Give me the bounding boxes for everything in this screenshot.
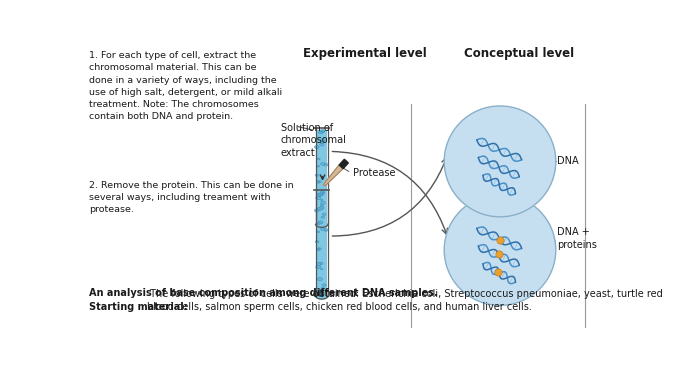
Text: 2. Remove the protein. This can be done in
several ways, including treament with: 2. Remove the protein. This can be done … — [89, 180, 294, 214]
Ellipse shape — [317, 158, 320, 160]
Ellipse shape — [321, 216, 324, 218]
Ellipse shape — [320, 262, 323, 264]
Point — [493, 251, 504, 257]
Ellipse shape — [317, 223, 320, 224]
Polygon shape — [339, 159, 348, 168]
Ellipse shape — [317, 165, 320, 167]
Ellipse shape — [318, 180, 321, 183]
Ellipse shape — [444, 106, 556, 217]
Ellipse shape — [318, 221, 323, 224]
Ellipse shape — [320, 268, 323, 270]
Ellipse shape — [314, 146, 319, 149]
Text: Protease: Protease — [352, 168, 395, 178]
Text: An analysis of base composition among different DNA samples.: An analysis of base composition among di… — [89, 288, 438, 298]
Ellipse shape — [320, 199, 323, 201]
Ellipse shape — [320, 206, 324, 209]
Ellipse shape — [320, 129, 324, 133]
Polygon shape — [316, 130, 327, 224]
Ellipse shape — [322, 193, 324, 194]
Point — [492, 268, 503, 274]
Ellipse shape — [320, 194, 323, 196]
Ellipse shape — [320, 201, 325, 204]
Ellipse shape — [318, 293, 323, 296]
Ellipse shape — [444, 194, 556, 305]
Ellipse shape — [316, 193, 322, 197]
Polygon shape — [316, 191, 327, 296]
Ellipse shape — [317, 181, 320, 183]
Ellipse shape — [320, 138, 325, 142]
Ellipse shape — [320, 191, 324, 194]
Ellipse shape — [316, 262, 322, 265]
Ellipse shape — [320, 204, 324, 206]
Ellipse shape — [316, 220, 327, 228]
Text: The following types of cells were obtained: Escherichia coli, Streptococcus pneu: The following types of cells were obtain… — [147, 289, 663, 312]
Text: Experimental level: Experimental level — [303, 47, 426, 60]
Text: 1. For each type of cell, extract the
chromosomal material. This can be
done in : 1. For each type of cell, extract the ch… — [89, 51, 282, 121]
Ellipse shape — [314, 209, 319, 212]
Ellipse shape — [321, 287, 324, 290]
Point — [494, 237, 505, 243]
Ellipse shape — [315, 241, 319, 243]
Ellipse shape — [320, 141, 324, 144]
Ellipse shape — [324, 229, 328, 231]
Text: Conceptual level: Conceptual level — [464, 47, 574, 60]
Ellipse shape — [316, 265, 321, 269]
Ellipse shape — [318, 207, 322, 211]
Ellipse shape — [316, 292, 327, 300]
Ellipse shape — [317, 231, 320, 233]
Ellipse shape — [322, 284, 326, 287]
Ellipse shape — [318, 193, 322, 196]
Ellipse shape — [318, 248, 321, 250]
Text: DNA: DNA — [557, 156, 579, 167]
Polygon shape — [323, 165, 343, 186]
Ellipse shape — [322, 130, 324, 133]
Ellipse shape — [318, 131, 322, 134]
Ellipse shape — [320, 162, 325, 165]
Ellipse shape — [318, 277, 322, 280]
Text: Starting material:: Starting material: — [89, 302, 188, 312]
Ellipse shape — [317, 249, 320, 250]
Ellipse shape — [320, 143, 324, 146]
Ellipse shape — [322, 213, 326, 215]
Ellipse shape — [320, 228, 325, 230]
Ellipse shape — [315, 174, 319, 176]
Ellipse shape — [316, 196, 321, 200]
Text: Solution of
chromosomal
extract: Solution of chromosomal extract — [281, 123, 346, 158]
Ellipse shape — [324, 164, 328, 166]
Text: DNA +
proteins: DNA + proteins — [557, 227, 597, 250]
